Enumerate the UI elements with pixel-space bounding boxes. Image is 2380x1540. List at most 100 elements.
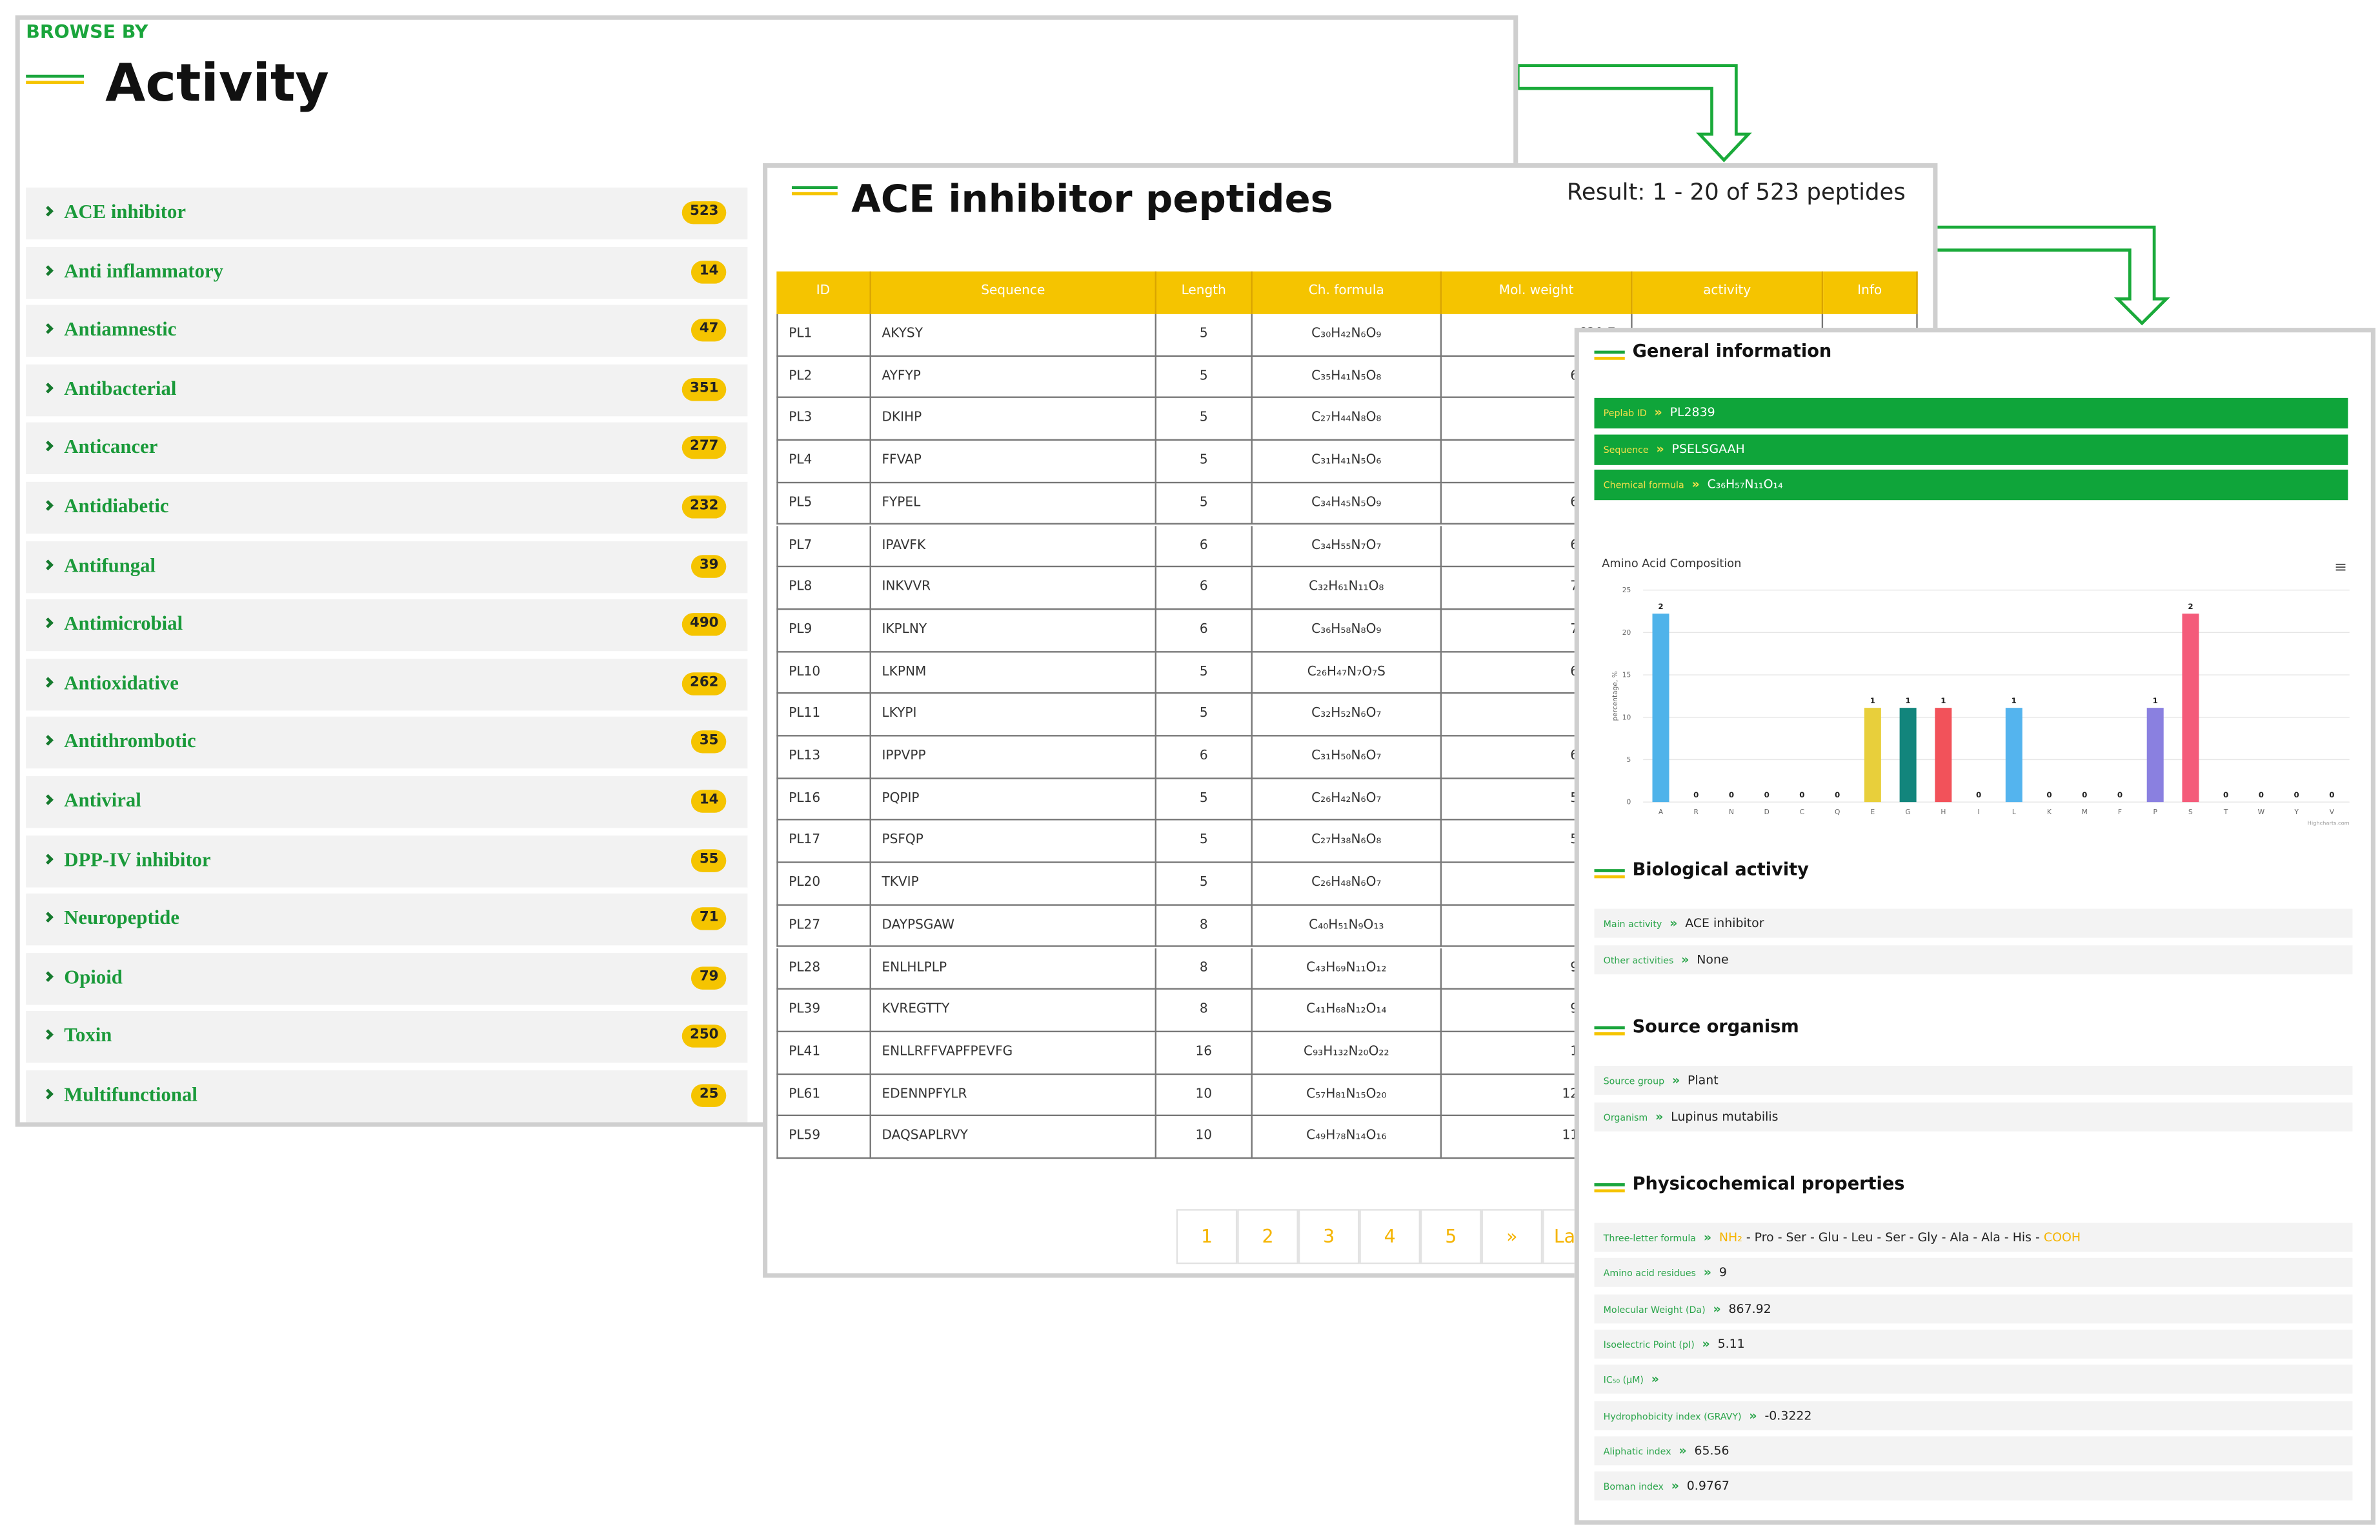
- y-tick-label: 0: [1626, 798, 1631, 806]
- activity-name: Antiviral: [64, 788, 141, 812]
- separator: »: [1703, 1230, 1712, 1245]
- info-row: Chemical formula » C₃₆H₅₇N₁₁O₁₄: [1594, 469, 2348, 501]
- peptides-title: ACE inhibitor peptides: [851, 177, 1333, 221]
- page-button[interactable]: 5: [1420, 1209, 1482, 1265]
- page-button[interactable]: »: [1481, 1209, 1543, 1265]
- info-value: PSELSGAAH: [1671, 441, 1745, 455]
- activity-item[interactable]: Antioxidative 262: [26, 658, 748, 710]
- table-cell: 8: [1156, 905, 1253, 948]
- activity-item[interactable]: Multifunctional 25: [26, 1070, 748, 1123]
- activity-item[interactable]: Antiviral 14: [26, 775, 748, 828]
- activity-count: 35: [692, 730, 727, 754]
- activity-item[interactable]: Antibacterial 351: [26, 364, 748, 416]
- bar-value-label: 0: [2117, 790, 2123, 799]
- info-line: Aliphatic index » 65.56: [1604, 1436, 1730, 1466]
- activity-item[interactable]: Antiamnestic 47: [26, 305, 748, 357]
- info-row: Sequence » PSELSGAAH: [1594, 434, 2348, 465]
- table-cell: DAQSAPLRVY: [871, 1116, 1156, 1159]
- activity-name: Neuropeptide: [64, 906, 180, 929]
- table-cell: KVREGTTY: [871, 990, 1156, 1032]
- activity-count: 262: [682, 672, 727, 695]
- info-row: Organism » Lupinus mutabilis: [1594, 1101, 2353, 1131]
- table-cell: 5: [1156, 398, 1253, 441]
- table-cell: C₂₇H₃₈N₆O₈: [1252, 821, 1442, 863]
- table-cell: PL41: [776, 1032, 871, 1075]
- chart-menu: ≡: [2334, 557, 2347, 575]
- page-button[interactable]: 3: [1298, 1209, 1360, 1265]
- activity-count: 47: [692, 319, 727, 342]
- activity-item[interactable]: ACE inhibitor 523: [26, 187, 748, 240]
- table-cell: C₅₇H₈₁N₁₅O₂₀: [1252, 1074, 1442, 1117]
- info-value: 65.56: [1694, 1443, 1730, 1457]
- activity-count: 25: [692, 1084, 727, 1107]
- info-value: 0.9767: [1686, 1479, 1730, 1493]
- info-value: 867.92: [1728, 1301, 1771, 1315]
- separator: »: [1656, 441, 1664, 455]
- column-header: Mol. weight: [1442, 271, 1633, 314]
- info-label: Main activity: [1603, 919, 1662, 930]
- table-cell: PL16: [776, 778, 871, 821]
- table-cell: LKYPI: [871, 694, 1156, 737]
- table-cell: PL4: [776, 441, 871, 483]
- activity-item[interactable]: Neuropeptide 71: [26, 894, 748, 946]
- chevron: [43, 500, 54, 511]
- x-tick-label: W: [2258, 808, 2265, 816]
- chevron: [43, 676, 54, 688]
- table-cell: PL39: [776, 990, 871, 1032]
- section-heading: Biological activity: [1632, 858, 1809, 880]
- activity-name: ACE inhibitor: [64, 199, 187, 223]
- activity-count: 55: [692, 848, 727, 872]
- info-row: IC₅₀ (µM) »: [1594, 1365, 2353, 1394]
- activity-item[interactable]: Toxin 250: [26, 1011, 748, 1064]
- activity-item[interactable]: DPP-IV inhibitor 55: [26, 835, 748, 887]
- formula-end: COOH: [2043, 1230, 2081, 1245]
- separator: »: [1691, 477, 1700, 492]
- table-cell: 8: [1156, 990, 1253, 1032]
- activity-item[interactable]: Antidiabetic 232: [26, 481, 748, 534]
- x-tick-label: V: [2330, 808, 2335, 816]
- activity-count: 71: [692, 907, 727, 931]
- bar-value-label: 0: [2046, 790, 2052, 799]
- info-line: Sequence » PSELSGAAH: [1604, 434, 1745, 464]
- activity-item[interactable]: Anti inflammatory 14: [26, 246, 748, 299]
- composition-chart: Amino Acid Composition ≡0510152025percent…: [1602, 557, 2350, 826]
- table-cell: 5: [1156, 778, 1253, 821]
- activity-item[interactable]: Anticancer 277: [26, 423, 748, 475]
- table-cell: 5: [1156, 821, 1253, 863]
- table-cell: C₃₁H₄₁N₅O₆: [1252, 441, 1442, 483]
- activity-item[interactable]: Antimicrobial 490: [26, 599, 748, 652]
- bar-value-label: 1: [1941, 696, 1946, 705]
- bar-value-label: 0: [1799, 790, 1804, 799]
- dash-yellow: [1594, 1189, 1625, 1193]
- activity-name: Opioid: [64, 965, 123, 988]
- table-cell: PL61: [776, 1074, 871, 1117]
- activity-count: 250: [682, 1025, 727, 1048]
- table-cell: C₄₁H₆₈N₁₂O₁₄: [1252, 990, 1442, 1032]
- table-cell: C₄₀H₅₁N₉O₁₃: [1252, 905, 1442, 948]
- result-count: Result: 1 - 20 of 523 peptides: [1566, 178, 1906, 206]
- info-value: Plant: [1687, 1073, 1719, 1088]
- dash-green: [791, 186, 838, 190]
- activity-name: Antidiabetic: [64, 494, 169, 517]
- separator: »: [1671, 1479, 1679, 1493]
- table-cell: 10: [1156, 1074, 1253, 1117]
- info-value: - Pro - Ser - Glu - Leu - Ser - Gly - Al…: [1742, 1230, 2044, 1245]
- table-cell: PSFQP: [871, 821, 1156, 863]
- formula-end: NH₂: [1719, 1230, 1742, 1245]
- activity-name: Antithrombotic: [64, 729, 196, 753]
- page-button[interactable]: 1: [1176, 1209, 1238, 1265]
- table-cell: PL2: [776, 356, 871, 399]
- x-tick-label: T: [2223, 808, 2228, 816]
- activity-item[interactable]: Opioid 79: [26, 952, 748, 1005]
- table-cell: 5: [1156, 694, 1253, 737]
- page-button[interactable]: 2: [1237, 1209, 1298, 1265]
- dash-green: [1594, 869, 1625, 872]
- activity-name: Antibacterial: [64, 376, 177, 399]
- info-row: Hydrophobicity index (GRAVY) » -0.3222: [1594, 1400, 2353, 1430]
- x-tick-label: G: [1905, 808, 1910, 816]
- column-header: activity: [1632, 271, 1824, 314]
- page-button[interactable]: 4: [1359, 1209, 1420, 1265]
- activity-item[interactable]: Antifungal 39: [26, 541, 748, 593]
- table-cell: FFVAP: [871, 441, 1156, 483]
- activity-item[interactable]: Antithrombotic 35: [26, 717, 748, 770]
